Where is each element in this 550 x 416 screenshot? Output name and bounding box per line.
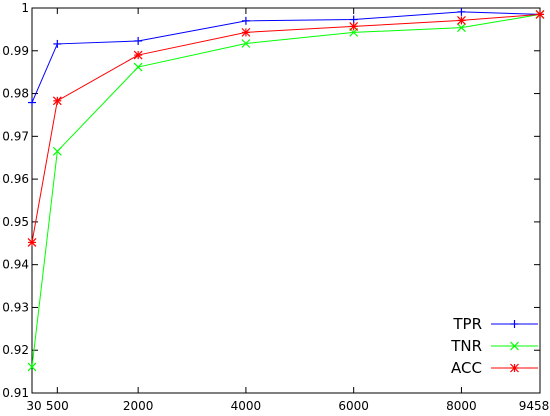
legend-label-acc: ACC (451, 359, 482, 377)
data-point-tpr (349, 15, 358, 24)
legend: TPR TNR ACC (450, 315, 538, 377)
data-point-tnr (457, 23, 466, 33)
x-tick-label: 500 (46, 399, 69, 413)
series-layer (27, 7, 545, 372)
x-axis: 30 500 2000 4000 6000 8000 9458 (26, 8, 549, 413)
legend-label-tnr: TNR (450, 337, 482, 355)
legend-marker-tnr (510, 341, 519, 351)
y-tick-label: 0.95 (2, 215, 29, 229)
plot-frame (31, 7, 541, 394)
x-tick-label: 30 (26, 399, 41, 413)
x-tick-label: 8000 (446, 399, 477, 413)
data-point-tpr (53, 39, 62, 48)
x-tick-label: 6000 (338, 399, 369, 413)
data-point-tnr (27, 362, 37, 372)
y-tick-label: 0.91 (2, 386, 29, 400)
data-point-acc (535, 9, 545, 19)
data-point-tpr (457, 7, 466, 16)
data-point-acc (133, 50, 143, 60)
data-point-tnr (133, 62, 143, 72)
y-tick-label: 0.93 (2, 300, 29, 314)
y-tick-label: 0.94 (2, 258, 29, 272)
legend-marker-tpr (510, 320, 519, 328)
x-tick-label: 9458 (519, 399, 550, 413)
data-point-acc (27, 237, 37, 247)
data-point-tnr (241, 39, 251, 48)
y-tick-label: 0.96 (2, 172, 29, 186)
data-point-tpr (134, 36, 143, 45)
data-point-acc (241, 27, 251, 37)
y-axis: 0.91 0.92 0.93 0.94 0.95 0.96 0.97 0.98 0.99 1 (2, 1, 540, 400)
legend-marker-acc (510, 363, 519, 373)
data-point-tpr (241, 16, 250, 25)
y-tick-label: 0.97 (2, 129, 29, 143)
data-point-tpr (28, 98, 36, 107)
data-point-acc (457, 15, 466, 25)
data-point-tnr (52, 146, 62, 156)
data-point-acc (349, 21, 359, 31)
x-tick-label: 2000 (123, 399, 154, 413)
legend-label-tpr: TPR (452, 315, 482, 333)
y-tick-label: 0.98 (2, 87, 29, 101)
x-tick-label: 4000 (231, 399, 262, 413)
series-line-acc (31, 13, 541, 243)
y-tick-label: 0.92 (2, 343, 29, 357)
y-tick-label: 0.99 (2, 44, 29, 58)
y-tick-label: 1 (21, 1, 29, 15)
data-point-acc (52, 96, 62, 106)
